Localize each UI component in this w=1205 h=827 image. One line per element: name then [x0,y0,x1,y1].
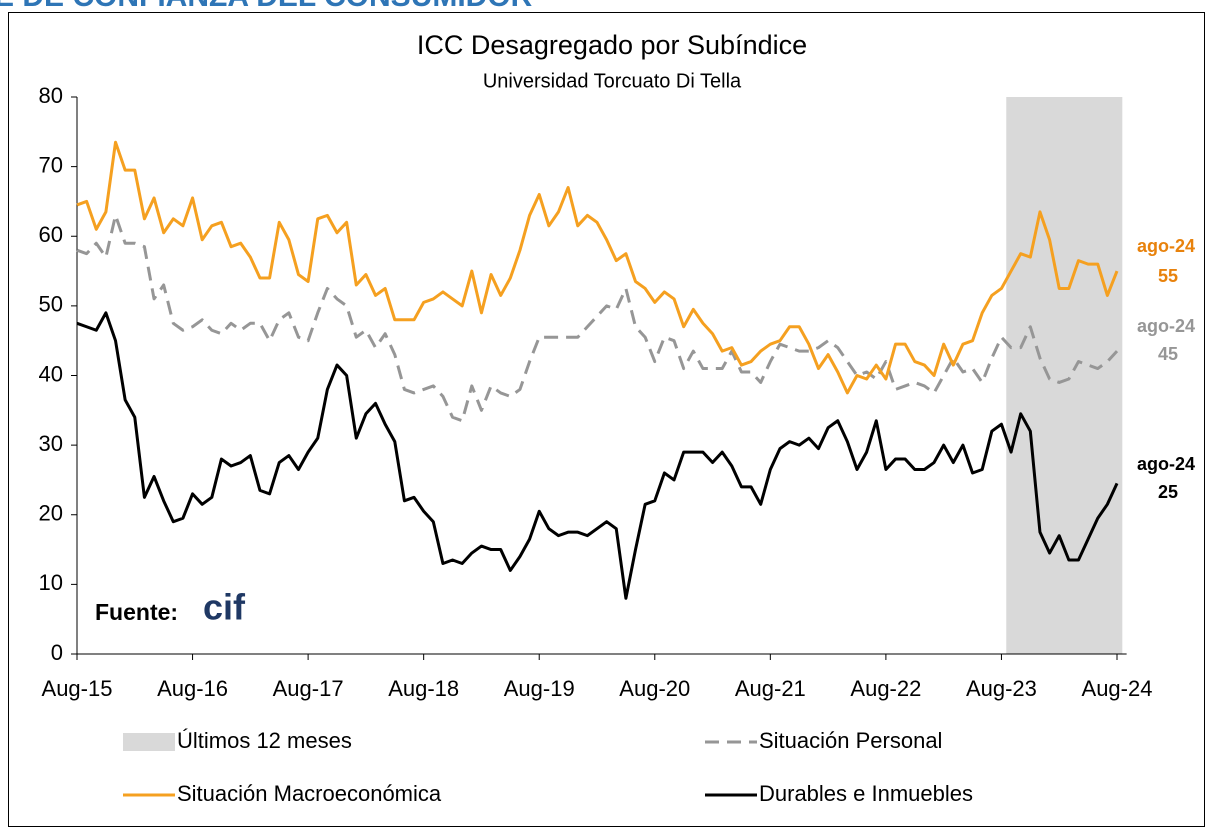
x-tick-label: Aug-23 [966,676,1037,701]
highlight-bar [1035,97,1046,654]
legend-item: Durables e Inmuebles [705,781,973,806]
highlight-bar [1112,97,1123,654]
annotation-label: ago-24 [1137,236,1195,256]
legend-label: Durables e Inmuebles [759,781,973,806]
legend-label: Últimos 12 meses [177,728,352,753]
highlight-bar [1073,97,1084,654]
legend-label: Situación Personal [759,728,942,753]
highlight-bar [1083,97,1094,654]
source-logo: cif [203,587,246,628]
legend-label: Situación Macroeconómica [177,781,442,806]
legend-swatch [123,733,175,751]
chart-title: ICC Desagregado por Subíndice [417,30,807,60]
page-header: E DE CONFIANZA DEL CONSUMIDOR [0,0,533,13]
annotation-value: 25 [1158,482,1178,502]
x-tick-label: Aug-17 [273,676,344,701]
highlight-bar [1102,97,1113,654]
highlight-bar [1092,97,1104,654]
y-tick-label: 20 [39,501,63,526]
plot-area: 0 10 20 30 40 50 60 70 80 Aug-15 Aug-16 Aug-17 Aug-1… [39,83,1196,806]
highlight-bar [1064,97,1075,654]
annotation-label: ago-24 [1137,316,1195,336]
annotation-label: ago-24 [1137,454,1195,474]
chart-subtitle: Universidad Torcuato Di Tella [483,70,742,92]
x-tick-label: Aug-24 [1082,676,1153,701]
y-tick-label: 40 [39,361,63,386]
y-tick-label: 60 [39,222,63,247]
series-line [76,213,1119,423]
series-line [76,311,1119,600]
highlight-bar [1025,97,1036,654]
x-tick-label: Aug-18 [388,676,459,701]
y-tick-label: 50 [39,292,63,317]
y-tick-label: 80 [39,83,63,108]
x-tick-label: Aug-19 [504,676,575,701]
y-tick-label: 70 [39,152,63,177]
source-label: Fuente: [95,599,178,625]
x-tick-label: Aug-15 [42,676,113,701]
highlight-bar [1054,97,1065,654]
y-tick-label: 30 [39,431,63,456]
x-tick-label: Aug-16 [157,676,228,701]
x-tick-label: Aug-22 [850,676,921,701]
legend-item: Últimos 12 meses [123,728,352,753]
highlight-bar [1006,97,1017,654]
highlight-bar [1044,97,1055,654]
annotation-value: 45 [1158,344,1178,364]
x-tick-label: Aug-20 [619,676,690,701]
legend-item: Situación Personal [705,728,942,753]
legend-item: Situación Macroeconómica [123,781,442,806]
y-tick-label: 10 [39,570,63,595]
highlight-bar [1015,97,1027,654]
series-line [76,140,1119,395]
x-tick-label: Aug-21 [735,676,806,701]
y-tick-label: 0 [51,640,63,665]
annotation-value: 55 [1158,266,1178,286]
